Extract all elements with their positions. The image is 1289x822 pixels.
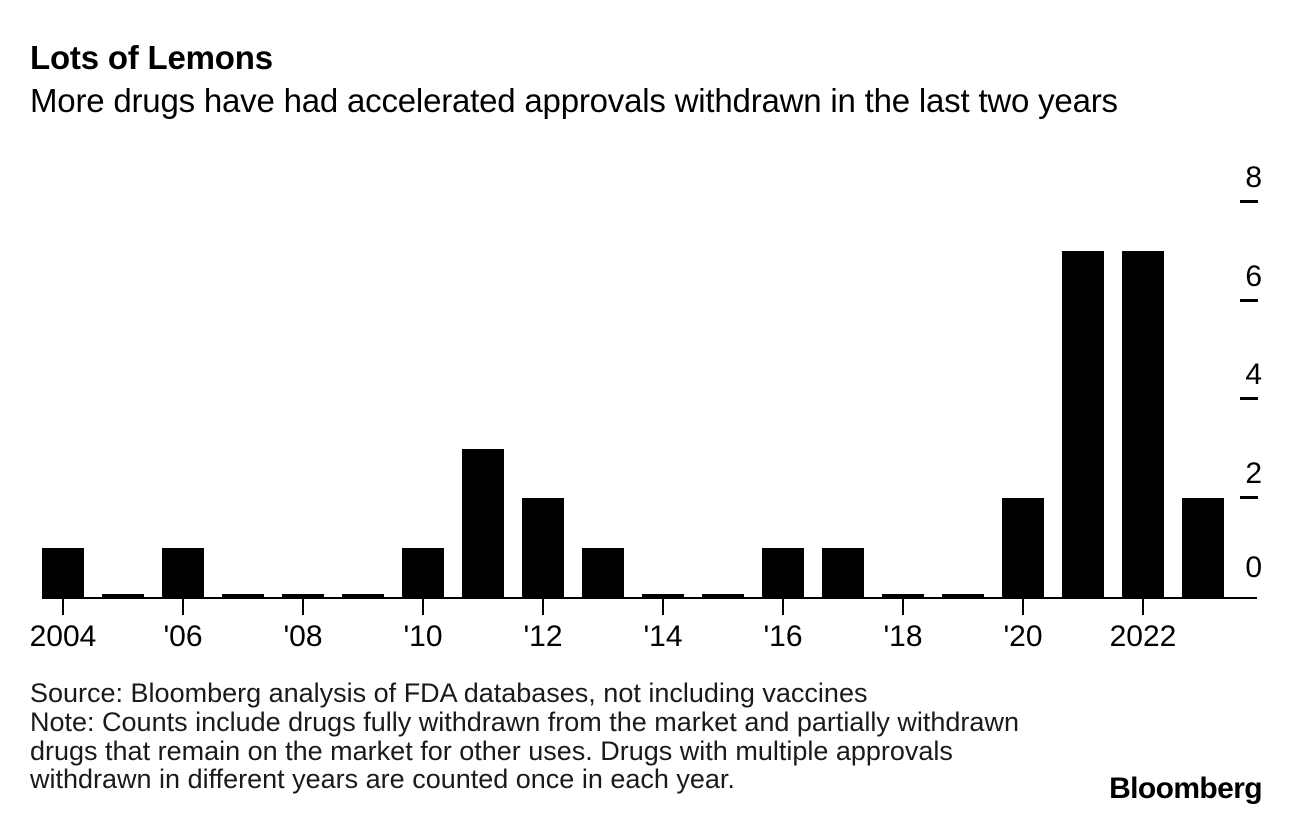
bar-2021 <box>1062 251 1104 599</box>
y-tick-label-4: 4 <box>1245 358 1262 392</box>
bar-2017 <box>822 547 864 599</box>
x-tick-2014 <box>662 599 664 615</box>
y-tick-label-0: 0 <box>1245 551 1262 584</box>
bar-2007 <box>222 594 264 599</box>
bar-2022 <box>1122 251 1164 599</box>
chart-subtitle: More drugs have had accelerated approval… <box>30 82 1118 119</box>
bloomberg-logo: Bloomberg <box>1109 772 1263 805</box>
bar-2013 <box>582 547 624 599</box>
bar-2008 <box>282 594 324 599</box>
x-tick-label-2012: '12 <box>523 620 563 653</box>
x-tick-2020 <box>1022 599 1024 615</box>
bar-2009 <box>342 594 384 599</box>
bar-2004 <box>42 547 84 599</box>
x-tick-label-2006: '06 <box>163 620 203 653</box>
chart-title: Lots of Lemons <box>30 39 273 76</box>
bar-2018 <box>882 594 924 599</box>
note-line: Note: Counts include drugs fully withdra… <box>30 706 1019 795</box>
bar-2006 <box>162 547 204 599</box>
x-tick-2006 <box>182 599 184 615</box>
y-tick-label-8: 8 <box>1245 160 1262 194</box>
x-tick-2022 <box>1142 599 1144 615</box>
x-tick-2012 <box>542 599 544 615</box>
x-tick-label-2008: '08 <box>283 620 323 653</box>
x-tick-label-2014: '14 <box>643 620 683 653</box>
x-tick-label-2020: '20 <box>1003 620 1043 653</box>
bar-2012 <box>522 498 564 599</box>
x-tick-label-2010: '10 <box>403 620 443 653</box>
source-line: Source: Bloomberg analysis of FDA databa… <box>30 678 868 708</box>
y-tick-6 <box>1240 298 1258 302</box>
bar-2020 <box>1002 498 1044 599</box>
x-tick-label-2016: '16 <box>763 620 803 653</box>
bar-2014 <box>642 594 684 599</box>
bar-2011 <box>462 448 504 599</box>
x-tick-label-2018: '18 <box>883 620 923 653</box>
bar-2023 <box>1182 498 1224 599</box>
y-tick-label-6: 6 <box>1245 259 1262 293</box>
y-tick-label-2: 2 <box>1245 457 1262 491</box>
footer-notes: Source: Bloomberg analysis of FDA databa… <box>30 679 1078 794</box>
y-tick-2 <box>1240 496 1258 500</box>
x-tick-2018 <box>902 599 904 615</box>
bar-2016 <box>762 547 804 599</box>
bar-2019 <box>942 594 984 599</box>
x-tick-2016 <box>782 599 784 615</box>
bar-2010 <box>402 547 444 599</box>
y-tick-4 <box>1240 397 1258 401</box>
x-tick-label-2022: 2022 <box>1109 620 1177 653</box>
y-tick-8 <box>1240 199 1258 203</box>
x-tick-2010 <box>422 599 424 615</box>
x-tick-label-2004: 2004 <box>29 620 97 653</box>
bar-2005 <box>102 594 144 599</box>
bar-2015 <box>702 594 744 599</box>
x-tick-2008 <box>302 599 304 615</box>
x-tick-2004 <box>62 599 64 615</box>
